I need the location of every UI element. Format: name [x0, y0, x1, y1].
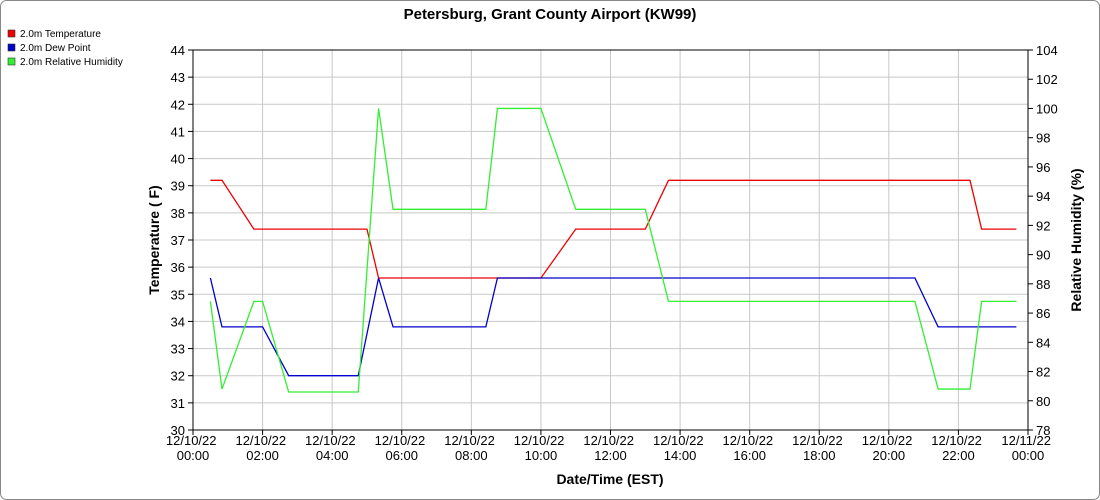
x-tick-label: 12/10/22 02:00 — [235, 433, 289, 463]
y-tick-label: 40 — [171, 152, 185, 167]
y-tick-label: 33 — [171, 342, 185, 357]
y2-tick-label: 84 — [1036, 335, 1050, 350]
y2-tick-label: 86 — [1036, 306, 1050, 321]
y-tick-label: 31 — [171, 396, 185, 411]
y2-tick-label: 92 — [1036, 218, 1050, 233]
series-line — [210, 179, 1017, 279]
x-tick-label: 12/10/22 18:00 — [792, 433, 846, 463]
y-tick-label: 36 — [171, 260, 185, 275]
y-tick-label: 37 — [171, 233, 185, 248]
y-tick-label: 39 — [171, 179, 185, 194]
y2-tick-label: 100 — [1036, 101, 1058, 116]
y-tick-label: 43 — [171, 70, 185, 85]
y-tick-label: 30 — [171, 423, 185, 438]
legend-label: 2.0m Temperature — [20, 29, 101, 40]
y-tick-label: 38 — [171, 206, 185, 221]
x-tick-label: 12/11/22 00:00 — [1001, 433, 1054, 463]
y-axis-label: Temperature ( F) — [146, 185, 162, 294]
x-tick-label: 12/10/22 16:00 — [723, 433, 777, 463]
y-tick-label: 35 — [171, 287, 185, 302]
series-line — [209, 277, 1017, 377]
x-tick-label: 12/10/22 08:00 — [444, 433, 498, 463]
y2-tick-label: 96 — [1036, 160, 1050, 175]
y2-tick-label: 80 — [1036, 394, 1050, 409]
x-tick-label: 12/10/22 00:00 — [166, 433, 220, 463]
x-axis-label: Date/Time (EST) — [556, 471, 663, 487]
x-tick-label: 12/10/22 20:00 — [862, 433, 916, 463]
chart-title: Petersburg, Grant County Airport (KW99) — [404, 6, 697, 23]
y-tick-label: 42 — [171, 97, 185, 112]
y2-tick-label: 88 — [1036, 277, 1050, 292]
x-tick-label: 12/10/22 04:00 — [305, 433, 359, 463]
plot-border — [192, 49, 1029, 431]
x-tick-label: 12/10/22 10:00 — [514, 433, 568, 463]
x-tick-label: 12/10/22 06:00 — [375, 433, 429, 463]
legend-swatch — [7, 57, 16, 66]
y-tick-label: 41 — [171, 124, 185, 139]
y-tick-label: 34 — [171, 314, 185, 329]
x-tick-label: 12/10/22 22:00 — [931, 433, 985, 463]
y2-tick-label: 94 — [1036, 189, 1050, 204]
y2-axis-label: Relative Humidity (%) — [1068, 168, 1084, 311]
y2-tick-label: 98 — [1036, 131, 1050, 146]
y2-tick-label: 90 — [1036, 248, 1050, 263]
legend-swatch — [7, 29, 16, 38]
x-tick-label: 12/10/22 12:00 — [583, 433, 637, 463]
y2-tick-label: 82 — [1036, 365, 1050, 380]
y-tick-label: 32 — [171, 369, 185, 384]
y2-tick-label: 104 — [1036, 43, 1058, 58]
legend-swatch — [7, 43, 16, 52]
legend-label: 2.0m Dew Point — [20, 43, 91, 54]
legend-label: 2.0m Relative Humidity — [20, 57, 123, 68]
y2-tick-label: 78 — [1036, 423, 1050, 438]
x-tick-label: 12/10/22 14:00 — [653, 433, 707, 463]
y-tick-label: 44 — [171, 43, 185, 58]
y2-tick-label: 102 — [1036, 72, 1058, 87]
series-line — [209, 107, 1017, 393]
